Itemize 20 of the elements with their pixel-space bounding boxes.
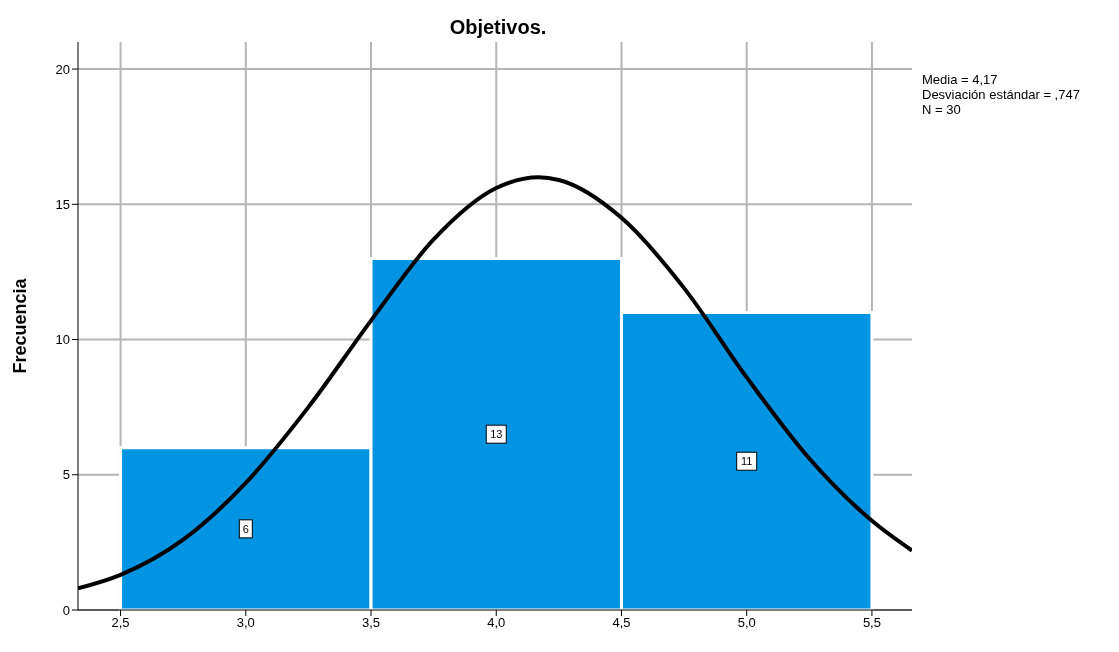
y-tick-label: 5 — [62, 467, 70, 483]
x-tick-label: 4,5 — [612, 615, 631, 631]
x-tick-label: 3,0 — [236, 615, 255, 631]
data-label: 11 — [740, 455, 753, 468]
y-axis-title: Frecuencia — [10, 277, 31, 374]
y-tick-label: 20 — [55, 61, 70, 77]
text: Desviación estándar = ,747 — [922, 87, 1080, 102]
x-tick-label: 3,5 — [361, 615, 381, 631]
text: N = 30 — [922, 102, 962, 117]
data-label: 13 — [490, 428, 503, 441]
text: Media = 4,17 — [922, 72, 999, 87]
y-tick-label: 15 — [55, 196, 70, 212]
x-tick-label: 5,0 — [737, 615, 756, 631]
x-tick-label: 4,0 — [487, 615, 506, 631]
x-tick-label: 5,5 — [862, 615, 881, 631]
y-tick-label: 10 — [55, 332, 70, 348]
data-label: 6 — [242, 522, 249, 535]
x-tick-label: 2,5 — [111, 615, 130, 631]
y-tick-label: 0 — [62, 602, 70, 618]
chart-title: Objetivos. — [448, 16, 548, 39]
